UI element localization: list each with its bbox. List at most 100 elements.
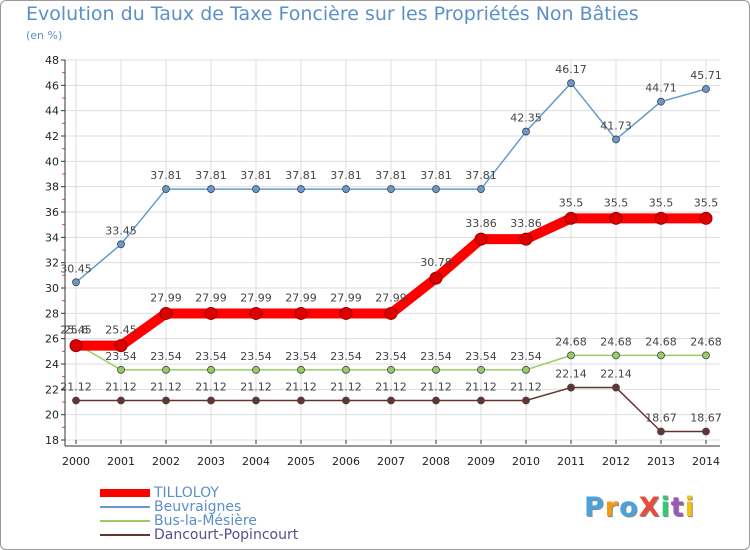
x-tick-label: 2006 — [332, 455, 360, 468]
data-label: 37.81 — [195, 169, 227, 182]
x-tick-label: 2002 — [152, 455, 180, 468]
data-point — [297, 185, 305, 193]
data-label: 21.12 — [465, 380, 497, 393]
logo-letter: i — [684, 492, 695, 523]
logo-letter: i — [660, 492, 671, 523]
data-point — [702, 85, 710, 93]
data-point — [567, 79, 575, 88]
data-label: 37.81 — [285, 169, 317, 182]
x-tick-label: 2013 — [647, 455, 675, 468]
data-label: 35.5 — [559, 196, 584, 209]
data-label: 18.67 — [645, 412, 677, 425]
data-point — [297, 365, 305, 374]
logo-letter: t — [670, 492, 685, 523]
data-label: 23.54 — [285, 350, 317, 363]
data-label: 18.67 — [690, 412, 722, 425]
data-point — [522, 127, 530, 136]
y-tick-label: 48 — [45, 54, 59, 67]
data-label: 21.12 — [420, 380, 452, 393]
data-label: 24.68 — [690, 335, 722, 348]
data-label: 24.68 — [600, 335, 632, 348]
data-label: 23.54 — [510, 350, 542, 363]
data-point — [567, 383, 575, 392]
data-label: 45.71 — [690, 69, 722, 82]
y-tick-label: 20 — [45, 409, 59, 422]
data-point — [249, 306, 263, 320]
y-tick-label: 32 — [45, 257, 59, 270]
data-label: 23.54 — [150, 350, 182, 363]
data-point — [117, 240, 125, 249]
data-label: 22.14 — [555, 368, 587, 381]
data-label: 23.54 — [420, 350, 452, 363]
data-label: 21.12 — [240, 380, 272, 393]
data-label: 30.45 — [60, 262, 92, 275]
y-tick-label: 46 — [45, 79, 59, 92]
data-point — [339, 306, 353, 320]
data-label: 23.54 — [330, 350, 362, 363]
data-label: 23.54 — [465, 350, 497, 363]
data-point — [207, 365, 215, 374]
data-point — [162, 185, 170, 193]
legend-label: TILLOLOY — [154, 485, 219, 501]
legend-swatch — [100, 520, 150, 522]
y-tick-label: 42 — [45, 130, 59, 143]
data-point — [252, 185, 260, 193]
y-tick-label: 22 — [45, 383, 59, 396]
data-label: 27.99 — [330, 291, 362, 304]
x-tick-label: 2009 — [467, 455, 495, 468]
data-point — [432, 396, 440, 405]
data-label: 44.71 — [645, 82, 677, 95]
proxiti-logo: ProXiti — [584, 492, 695, 523]
y-tick-label: 38 — [45, 181, 59, 194]
data-point — [519, 232, 533, 246]
y-axis-unit-label: (en %) — [26, 29, 63, 42]
data-label: 33.45 — [105, 224, 137, 237]
data-point — [342, 365, 350, 374]
data-label: 35.5 — [694, 196, 719, 209]
data-point — [612, 135, 620, 144]
data-point — [252, 396, 260, 405]
data-label: 21.12 — [285, 380, 317, 393]
logo-letter: o — [619, 492, 639, 523]
data-point — [72, 396, 80, 405]
legend-label: Beuvraignes — [154, 499, 242, 515]
data-point — [657, 427, 665, 436]
data-label: 27.99 — [285, 291, 317, 304]
data-label: 21.12 — [60, 380, 92, 393]
data-point — [657, 97, 665, 106]
data-point — [654, 211, 668, 225]
data-point — [699, 211, 713, 225]
y-tick-label: 24 — [45, 358, 59, 371]
x-tick-label: 2011 — [557, 455, 585, 468]
y-tick-label: 26 — [45, 333, 59, 346]
data-label: 21.12 — [510, 380, 542, 393]
data-point — [564, 211, 578, 225]
data-label: 35.5 — [604, 196, 629, 209]
data-label: 23.54 — [240, 350, 272, 363]
data-label: 41.73 — [600, 119, 632, 132]
y-tick-label: 30 — [45, 282, 59, 295]
data-label: 21.12 — [330, 380, 362, 393]
legend-swatch — [100, 534, 150, 536]
data-label: 23.54 — [375, 350, 407, 363]
x-tick-label: 2014 — [692, 455, 720, 468]
data-point — [474, 232, 488, 246]
data-label: 37.81 — [375, 169, 407, 182]
data-point — [522, 396, 530, 405]
y-tick-label: 18 — [45, 434, 59, 447]
data-label: 37.81 — [240, 169, 272, 182]
data-label: 21.12 — [105, 380, 137, 393]
data-label: 33.86 — [465, 217, 497, 230]
data-point — [294, 306, 308, 320]
data-point — [522, 365, 530, 374]
data-point — [159, 306, 173, 320]
y-tick-label: 34 — [45, 231, 59, 244]
data-label: 24.68 — [555, 335, 587, 348]
data-label: 25.45 — [105, 324, 137, 337]
data-label: 25.6 — [64, 324, 89, 337]
data-label: 37.81 — [420, 169, 452, 182]
data-point — [429, 271, 443, 285]
data-label: 22.14 — [600, 368, 632, 381]
